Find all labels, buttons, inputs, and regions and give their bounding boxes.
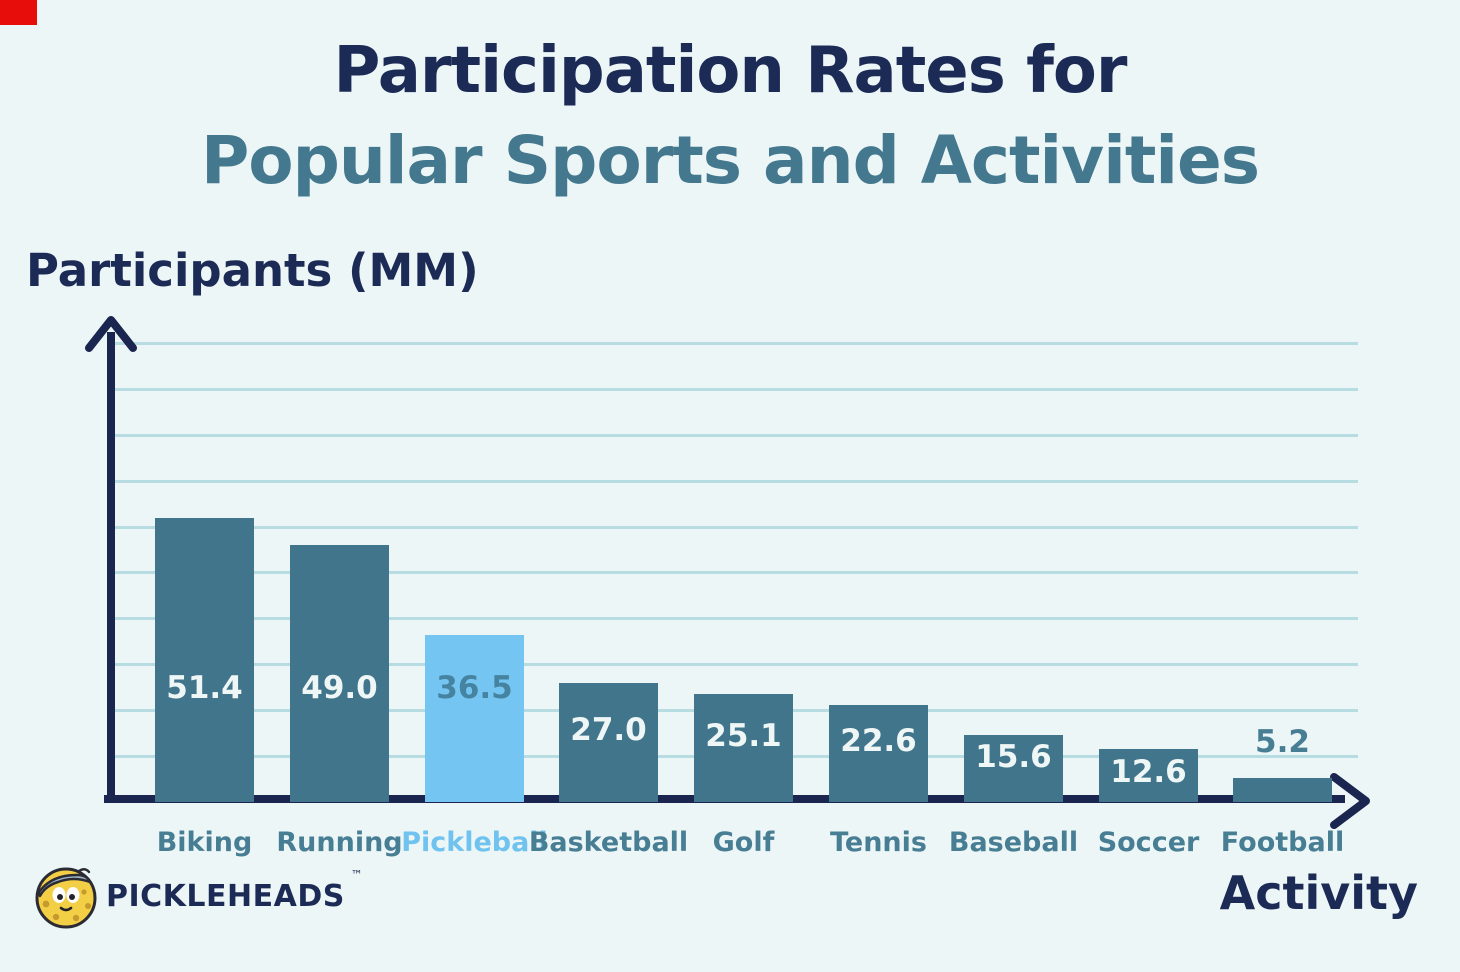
category-label-biking: Biking: [156, 827, 253, 858]
bar-running: [290, 545, 389, 802]
bar-pickleball: [425, 635, 524, 802]
category-label-basketball: Basketball: [528, 827, 689, 858]
x-axis-label: Activity: [1219, 866, 1418, 920]
bar-slot-tennis: 22.6 Tennis: [829, 300, 928, 858]
bar-slot-basketball: 27.0 Basketball: [529, 300, 688, 858]
gridline: [110, 479, 1358, 483]
gridline: [110, 433, 1358, 437]
bar-slot-soccer: 12.6 Soccer: [1098, 300, 1199, 858]
bar-golf: [694, 694, 793, 802]
pickleheads-logo: PICKLEHEADS ™: [32, 862, 363, 930]
logo-trademark: ™: [350, 868, 363, 882]
category-label-football: Football: [1220, 827, 1345, 858]
gridline: [110, 341, 1358, 345]
value-label-running: 49.0: [301, 670, 378, 706]
gridline: [110, 663, 1358, 667]
bar-football: [1233, 778, 1332, 802]
value-label-soccer: 12.6: [1110, 754, 1187, 790]
category-label-pickleball: Pickleball: [401, 827, 548, 858]
gridline: [110, 617, 1358, 621]
category-label-tennis: Tennis: [830, 827, 927, 858]
gridline: [110, 571, 1358, 575]
bar-tennis: [829, 705, 928, 802]
logo-text: PICKLEHEADS: [106, 878, 345, 914]
value-label-basketball: 27.0: [570, 712, 647, 748]
bar-baseball: [964, 735, 1063, 802]
y-axis-arrow-icon: [85, 316, 137, 352]
bar-basketball: [559, 683, 658, 802]
bar-biking: [155, 518, 254, 802]
bar-slot-football: 5.2 Football: [1221, 300, 1344, 858]
value-label-biking: 51.4: [166, 670, 243, 706]
bar-slot-biking: 51.4 Biking: [155, 300, 254, 858]
pickleball-logo-icon: [35, 867, 97, 929]
chart-title-line1: Participation Rates for: [333, 34, 1128, 108]
bar-slot-golf: 25.1 Golf: [694, 300, 793, 858]
gridline: [110, 525, 1358, 529]
gridline: [110, 387, 1358, 391]
chart-title-line2: Popular Sports and Activities: [200, 122, 1260, 199]
value-label-pickleball: 36.5: [436, 670, 513, 706]
y-axis-label: Participants (MM): [26, 244, 479, 297]
chart-plot: 51.4 Biking 49.0 Running 36.5 Pickleball 27.0 B…: [0, 300, 1460, 858]
x-axis-arrow-icon: [1330, 773, 1370, 829]
bar-soccer: [1099, 749, 1198, 802]
bar-slot-pickleball: 36.5 Pickleball: [401, 300, 548, 858]
category-label-baseball: Baseball: [948, 827, 1079, 858]
bar-slot-running: 49.0 Running: [276, 300, 403, 858]
value-label-golf: 25.1: [705, 718, 782, 754]
value-label-football: 5.2: [1255, 724, 1310, 760]
corner-marker: [0, 0, 37, 25]
bar-slot-baseball: 15.6 Baseball: [949, 300, 1078, 858]
category-label-golf: Golf: [712, 827, 775, 858]
category-label-running: Running: [276, 827, 403, 858]
value-label-tennis: 22.6: [840, 723, 917, 759]
value-label-baseball: 15.6: [975, 739, 1052, 775]
category-label-soccer: Soccer: [1097, 827, 1200, 858]
